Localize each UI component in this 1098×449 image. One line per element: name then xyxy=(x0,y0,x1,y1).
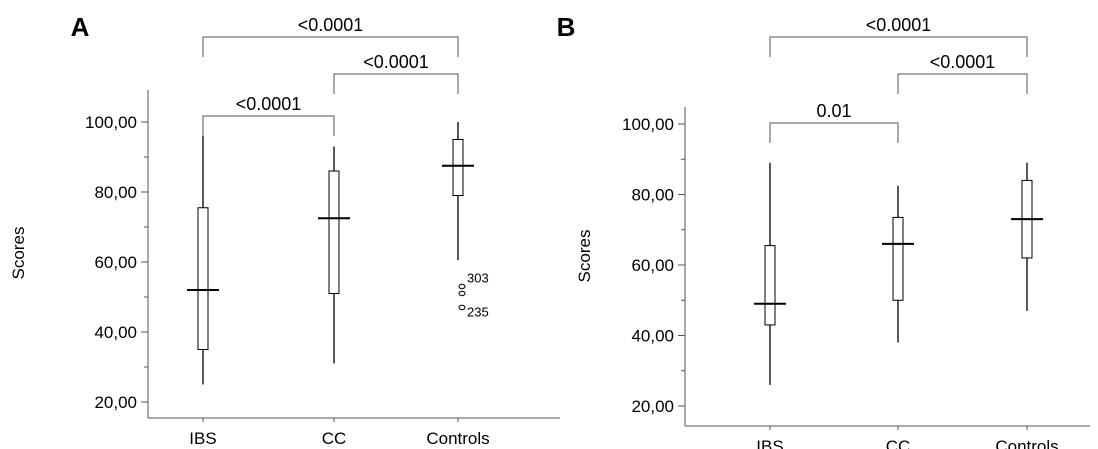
panel-b-y-tick-label: 100,00 xyxy=(622,115,674,134)
panel-a-y-tick-label: 20,00 xyxy=(94,393,137,412)
panel-a-category-label: IBS xyxy=(189,429,216,448)
panel-a-category-label: CC xyxy=(322,429,347,448)
panel-a-box-controls xyxy=(442,122,474,261)
panel-b-box-ibs xyxy=(754,162,786,385)
panel-b-comparison-bracket: 0.01 xyxy=(769,101,899,143)
panel-a-outlier-point xyxy=(458,304,466,311)
panel-b-y-tick-label: 80,00 xyxy=(631,186,674,205)
panel-b-label: B xyxy=(557,12,576,42)
panel-a-comparison-bracket: <0.0001 xyxy=(202,15,459,57)
panel-b-category-label: CC xyxy=(886,437,911,449)
box-iqr xyxy=(452,139,464,196)
bracket-line xyxy=(202,115,335,136)
panel-a-y-tick-label: 80,00 xyxy=(94,183,137,202)
panel-b-category-label: IBS xyxy=(756,437,783,449)
panel-a-y-tick-label: 60,00 xyxy=(94,253,137,272)
panel-b-comparison-bracket: <0.0001 xyxy=(769,15,1028,57)
p-value-label: <0.0001 xyxy=(930,52,996,72)
bracket-line xyxy=(202,36,459,57)
box-iqr xyxy=(328,170,340,294)
bracket-line xyxy=(897,73,1028,94)
panel-a-outlier-label: 303 xyxy=(467,271,489,286)
panel-b-y-tick-label: 60,00 xyxy=(631,256,674,275)
panel-a-outlier-point xyxy=(458,290,466,297)
panel-b-comparison-bracket: <0.0001 xyxy=(897,52,1028,94)
panel-b-y-tick-label: 20,00 xyxy=(631,397,674,416)
panel-a-y-tick-label: 40,00 xyxy=(94,323,137,342)
panel-b-box-cc xyxy=(882,185,914,343)
panel-a-box-ibs xyxy=(187,136,219,385)
bracket-line xyxy=(769,36,1028,57)
bracket-line xyxy=(333,73,459,94)
panel-a-box-cc xyxy=(318,146,350,364)
p-value-label: <0.0001 xyxy=(236,94,302,114)
panel-a-comparison-bracket: <0.0001 xyxy=(202,94,335,136)
panel-a-outlier-label: 235 xyxy=(467,305,489,320)
panel-b-y-axis-title: Scores xyxy=(575,230,594,283)
panel-b-y-tick-label: 40,00 xyxy=(631,327,674,346)
box-iqr xyxy=(892,216,904,301)
panel-b-box-controls xyxy=(1011,162,1043,311)
panel-a-category-label: Controls xyxy=(426,429,489,448)
panel-b: B 20,00 40,00 60,00 80,00 100,00 Scores IBS CC Co… xyxy=(557,12,1090,449)
p-value-label: <0.0001 xyxy=(298,15,364,35)
box-iqr xyxy=(197,207,209,350)
panel-b-category-label: Controls xyxy=(995,437,1058,449)
p-value-label: <0.0001 xyxy=(866,15,932,35)
panel-a-comparison-bracket: <0.0001 xyxy=(333,52,459,94)
panel-a: A 20,00 40,00 60,00 80,00 100,00 Scores IBS CC Co… xyxy=(9,12,560,448)
panel-a-y-axis-title: Scores xyxy=(9,227,28,280)
panel-a-y-tick-label: 100,00 xyxy=(85,113,137,132)
p-value-label: <0.0001 xyxy=(363,52,429,72)
p-value-label: 0.01 xyxy=(816,101,851,121)
panel-a-label: A xyxy=(71,12,90,42)
bracket-line xyxy=(769,122,899,143)
box-iqr xyxy=(764,245,776,326)
panel-a-outlier-point xyxy=(458,283,466,290)
